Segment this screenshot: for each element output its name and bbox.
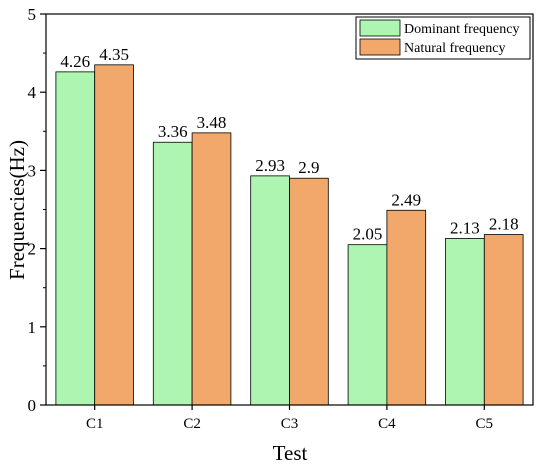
legend-label-natural-frequency: Natural frequency (404, 41, 505, 56)
bar-dominant-frequency-c3 (250, 175, 290, 406)
bar-dominant-frequency-c4 (347, 244, 388, 406)
data-label-natural-frequency-c3: 2.9 (298, 158, 319, 177)
x-tick-label-c3: C3 (281, 416, 299, 432)
x-tick-label-c4: C4 (378, 416, 396, 432)
y-tick-label-1: 1 (28, 318, 37, 337)
y-axis-ticks: 0 1 2 3 4 5 (28, 5, 46, 415)
legend-swatch-dominant-frequency (359, 19, 401, 37)
y-tick-label-2: 2 (28, 240, 37, 259)
x-tick-label-c1: C1 (86, 416, 104, 432)
x-tick-label-c2: C2 (183, 416, 201, 432)
x-tick-label-c5: C5 (476, 416, 494, 432)
data-label-dominant-frequency-c2: 3.36 (158, 122, 188, 141)
bar-dominant-frequency-c2 (152, 141, 193, 406)
y-tick-label-5: 5 (28, 5, 37, 24)
data-label-natural-frequency-c2: 3.48 (197, 113, 227, 132)
data-label-dominant-frequency-c3: 2.93 (255, 156, 285, 175)
bar-dominant-frequency-c1 (55, 71, 96, 406)
data-labels-layer: 4.26 4.35 3.36 3.48 2.93 2.9 2.05 2.49 2.13 2.18 (60, 45, 518, 244)
legend: Dominant frequency Natural frequency (355, 16, 531, 60)
legend-swatch-natural-frequency (359, 38, 401, 56)
data-label-natural-frequency-c4: 2.49 (391, 190, 421, 209)
y-axis-title: Frequencies(Hz) (5, 140, 29, 280)
y-tick-label-4: 4 (28, 83, 37, 102)
x-axis-title: Test (273, 441, 308, 465)
data-label-dominant-frequency-c1: 4.26 (60, 52, 90, 71)
bar-natural-frequency-c4 (386, 209, 427, 406)
bars-layer (55, 64, 524, 406)
data-label-natural-frequency-c5: 2.18 (489, 215, 519, 234)
bar-natural-frequency-c1 (94, 64, 134, 406)
data-label-dominant-frequency-c5: 2.13 (450, 218, 480, 237)
x-axis-ticks: C1 C2 C3 C4 C5 (86, 405, 493, 432)
legend-label-dominant-frequency: Dominant frequency (404, 22, 519, 37)
bar-dominant-frequency-c5 (445, 238, 485, 406)
bar-natural-frequency-c3 (289, 177, 329, 406)
bar-natural-frequency-c5 (483, 234, 524, 406)
y-tick-label-0: 0 (28, 396, 37, 415)
data-label-natural-frequency-c1: 4.35 (99, 45, 129, 64)
bar-natural-frequency-c2 (191, 132, 232, 406)
y-tick-label-3: 3 (28, 161, 37, 180)
data-label-dominant-frequency-c4: 2.05 (353, 225, 383, 244)
